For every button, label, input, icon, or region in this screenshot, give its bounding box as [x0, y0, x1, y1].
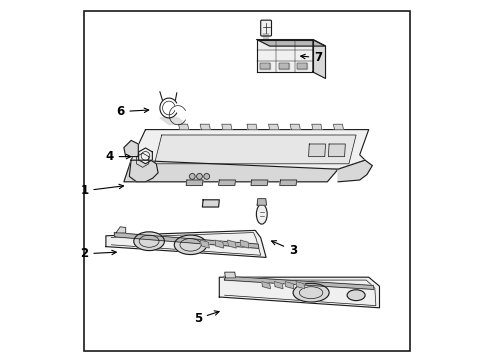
Text: 2: 2	[80, 247, 116, 260]
Polygon shape	[136, 153, 148, 167]
Polygon shape	[131, 130, 368, 169]
Polygon shape	[139, 148, 152, 164]
Bar	[297, 63, 307, 69]
Polygon shape	[116, 227, 125, 233]
Bar	[278, 63, 288, 69]
Bar	[278, 63, 288, 69]
Polygon shape	[246, 124, 257, 130]
Polygon shape	[224, 276, 373, 289]
Ellipse shape	[174, 235, 206, 255]
Polygon shape	[274, 282, 283, 289]
Polygon shape	[200, 124, 210, 130]
Polygon shape	[289, 124, 300, 130]
Ellipse shape	[292, 283, 328, 302]
Polygon shape	[295, 282, 304, 289]
Ellipse shape	[346, 290, 365, 301]
Polygon shape	[106, 230, 265, 257]
Bar	[260, 63, 269, 69]
Polygon shape	[285, 282, 293, 289]
Bar	[260, 63, 269, 69]
FancyBboxPatch shape	[260, 20, 271, 36]
Polygon shape	[224, 272, 235, 278]
Polygon shape	[250, 180, 267, 185]
Polygon shape	[129, 160, 158, 182]
Text: 4: 4	[105, 150, 130, 163]
Polygon shape	[328, 144, 345, 157]
Polygon shape	[222, 124, 231, 130]
Polygon shape	[311, 124, 321, 130]
Polygon shape	[215, 240, 223, 248]
Text: 1: 1	[80, 184, 123, 197]
Circle shape	[196, 174, 202, 179]
Circle shape	[203, 174, 209, 179]
Polygon shape	[337, 160, 371, 182]
Text: 3: 3	[271, 241, 297, 257]
Polygon shape	[261, 282, 270, 289]
Polygon shape	[160, 118, 186, 125]
Polygon shape	[178, 124, 188, 130]
Polygon shape	[186, 180, 203, 185]
Polygon shape	[123, 140, 138, 157]
Circle shape	[189, 174, 195, 179]
Polygon shape	[202, 200, 219, 207]
Polygon shape	[257, 40, 312, 72]
Text: 5: 5	[193, 311, 219, 325]
Ellipse shape	[134, 232, 164, 251]
Polygon shape	[257, 199, 266, 205]
Bar	[297, 63, 307, 69]
Polygon shape	[279, 180, 296, 185]
Text: 7: 7	[300, 51, 322, 64]
Polygon shape	[312, 40, 325, 78]
Polygon shape	[257, 40, 325, 46]
Polygon shape	[308, 144, 325, 157]
Polygon shape	[268, 124, 278, 130]
Polygon shape	[333, 124, 343, 130]
Polygon shape	[154, 135, 355, 164]
Polygon shape	[240, 240, 248, 248]
Polygon shape	[227, 240, 236, 248]
Polygon shape	[219, 277, 379, 308]
Ellipse shape	[256, 204, 266, 224]
Text: 6: 6	[116, 105, 148, 118]
Polygon shape	[114, 233, 258, 248]
Polygon shape	[123, 160, 337, 182]
Polygon shape	[218, 180, 235, 185]
Polygon shape	[200, 240, 209, 248]
